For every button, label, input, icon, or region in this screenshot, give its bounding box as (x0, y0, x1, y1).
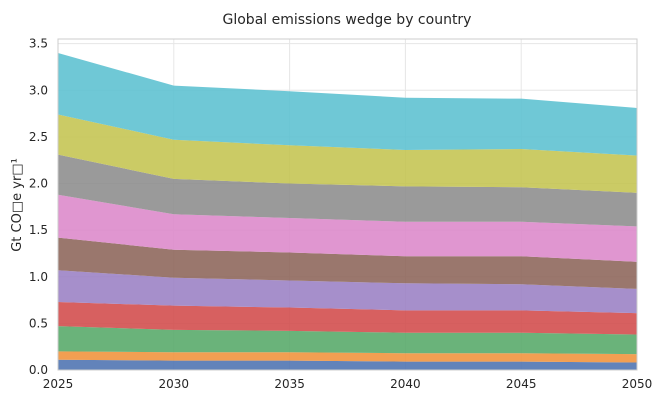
area-series-6 (58, 237, 637, 289)
area-series-9 (58, 114, 637, 193)
x-tick-label: 2045 (506, 377, 537, 391)
area-series-1 (58, 359, 637, 370)
area-series-10 (58, 52, 637, 156)
y-tick-label: 0.5 (29, 316, 48, 330)
y-tick-label: 0.0 (29, 363, 48, 377)
x-tick-label: 2040 (390, 377, 421, 391)
y-axis-label: Gt CO□e yr□¹ (10, 158, 25, 252)
y-tick-label: 3.5 (29, 37, 48, 51)
y-tick-label: 2.5 (29, 130, 48, 144)
y-tick-label: 3.0 (29, 83, 48, 97)
x-tick-label: 2030 (159, 377, 190, 391)
stacked-areas (58, 52, 637, 370)
chart-title: Global emissions wedge by country (223, 12, 472, 28)
x-axis-ticks: 2025 2030 2035 2040 2045 2050 (43, 377, 653, 391)
area-series-8 (58, 154, 637, 227)
area-series-7 (58, 194, 637, 262)
y-tick-label: 1.5 (29, 223, 48, 237)
x-tick-label: 2050 (622, 377, 653, 391)
area-series-5 (58, 270, 637, 314)
area-series-3 (58, 326, 637, 355)
y-tick-label: 2.0 (29, 177, 48, 191)
x-tick-label: 2025 (43, 377, 74, 391)
x-tick-label: 2035 (274, 377, 305, 391)
y-axis-ticks: 0.0 0.5 1.0 1.5 2.0 2.5 3.0 3.5 (29, 37, 48, 377)
y-tick-label: 1.0 (29, 270, 48, 284)
area-series-4 (58, 301, 637, 335)
area-series-2 (58, 351, 637, 363)
plot-frame (57, 38, 638, 371)
